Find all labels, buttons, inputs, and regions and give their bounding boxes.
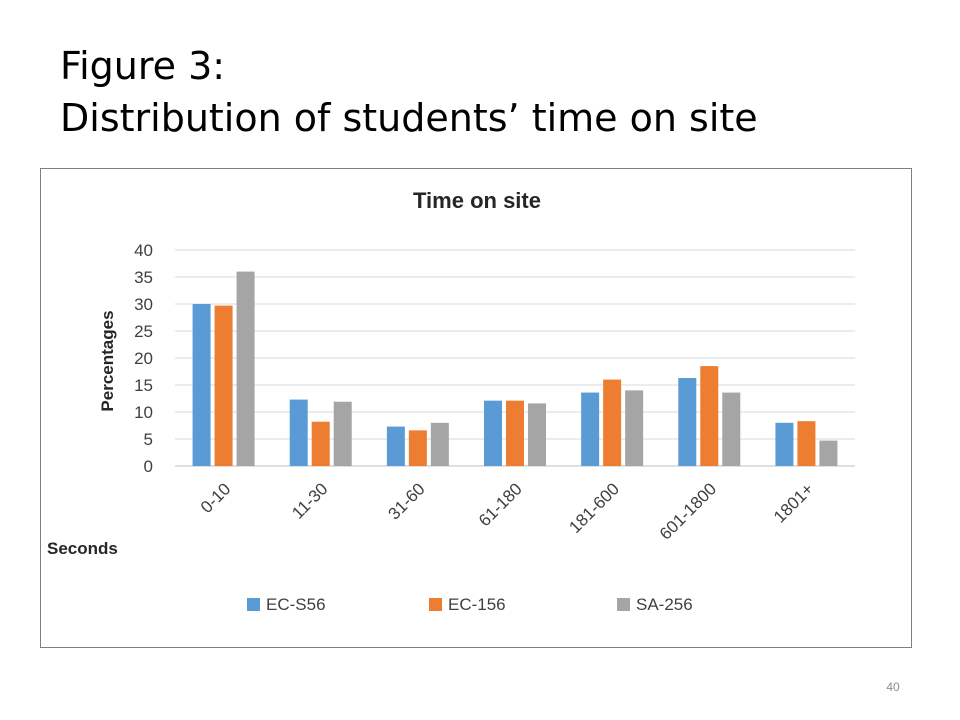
x-tick-label: 181-600 xyxy=(565,479,623,537)
y-tick-label: 5 xyxy=(144,430,153,449)
x-tick-label: 61-180 xyxy=(475,479,526,530)
slide-title-line-2: Distribution of students’ time on site xyxy=(60,96,758,140)
bar xyxy=(236,271,255,466)
gridlines xyxy=(175,249,855,467)
bar xyxy=(214,305,233,466)
legend-item: EC-S56 xyxy=(247,595,326,614)
bar xyxy=(700,366,719,466)
y-axis-label: Percentages xyxy=(98,310,117,411)
legend-item: SA-256 xyxy=(617,595,693,614)
bar-chart: Time on site 0 5 10 15 20 25 30 35 40 0-10 11-30 3… xyxy=(47,188,855,614)
bar xyxy=(528,403,546,466)
legend-swatch xyxy=(429,598,442,611)
bar xyxy=(289,399,308,466)
x-axis-ticks: 0-10 11-30 31-60 61-180 181-600 601-1800 1801+ xyxy=(197,479,817,543)
y-tick-label: 25 xyxy=(134,322,153,341)
legend-label: EC-156 xyxy=(448,595,506,614)
bar xyxy=(311,421,330,466)
bar xyxy=(386,426,405,466)
x-axis-label: Seconds xyxy=(47,539,118,558)
bar xyxy=(192,304,211,466)
bar xyxy=(506,400,524,466)
slide-title: Figure 3: Distribution of students’ time… xyxy=(60,40,920,144)
page-number: 40 xyxy=(886,680,900,694)
legend-swatch xyxy=(617,598,630,611)
slide-title-line-1: Figure 3: xyxy=(60,44,226,88)
x-tick-label: 1801+ xyxy=(770,479,817,526)
x-tick-label: 31-60 xyxy=(385,479,429,523)
bar xyxy=(408,430,427,466)
y-tick-label: 15 xyxy=(134,376,153,395)
x-tick-label: 0-10 xyxy=(197,479,234,516)
y-axis-ticks: 0 5 10 15 20 25 30 35 40 xyxy=(134,241,153,476)
bar xyxy=(722,392,741,466)
bars xyxy=(192,271,838,466)
x-tick-label: 11-30 xyxy=(288,479,331,522)
y-tick-label: 0 xyxy=(144,457,153,476)
bar xyxy=(819,440,838,466)
legend-item: EC-156 xyxy=(429,595,506,614)
bar xyxy=(603,379,622,466)
y-tick-label: 35 xyxy=(134,268,153,287)
bar xyxy=(797,421,816,466)
y-tick-label: 40 xyxy=(134,241,153,260)
legend-label: EC-S56 xyxy=(266,595,326,614)
bar xyxy=(581,392,600,466)
bar xyxy=(430,422,449,466)
chart-title: Time on site xyxy=(413,188,541,213)
bar xyxy=(484,400,502,466)
chart-frame: Time on site 0 5 10 15 20 25 30 35 40 0-10 11-30 3… xyxy=(40,168,912,648)
y-tick-label: 20 xyxy=(134,349,153,368)
legend: EC-S56 EC-156 SA-256 xyxy=(247,595,693,614)
legend-label: SA-256 xyxy=(636,595,693,614)
bar xyxy=(333,401,352,466)
y-tick-label: 10 xyxy=(134,403,153,422)
bar xyxy=(625,390,644,466)
y-tick-label: 30 xyxy=(134,295,153,314)
bar xyxy=(775,422,794,466)
x-tick-label: 601-1800 xyxy=(656,479,720,543)
bar xyxy=(678,377,697,466)
legend-swatch xyxy=(247,598,260,611)
